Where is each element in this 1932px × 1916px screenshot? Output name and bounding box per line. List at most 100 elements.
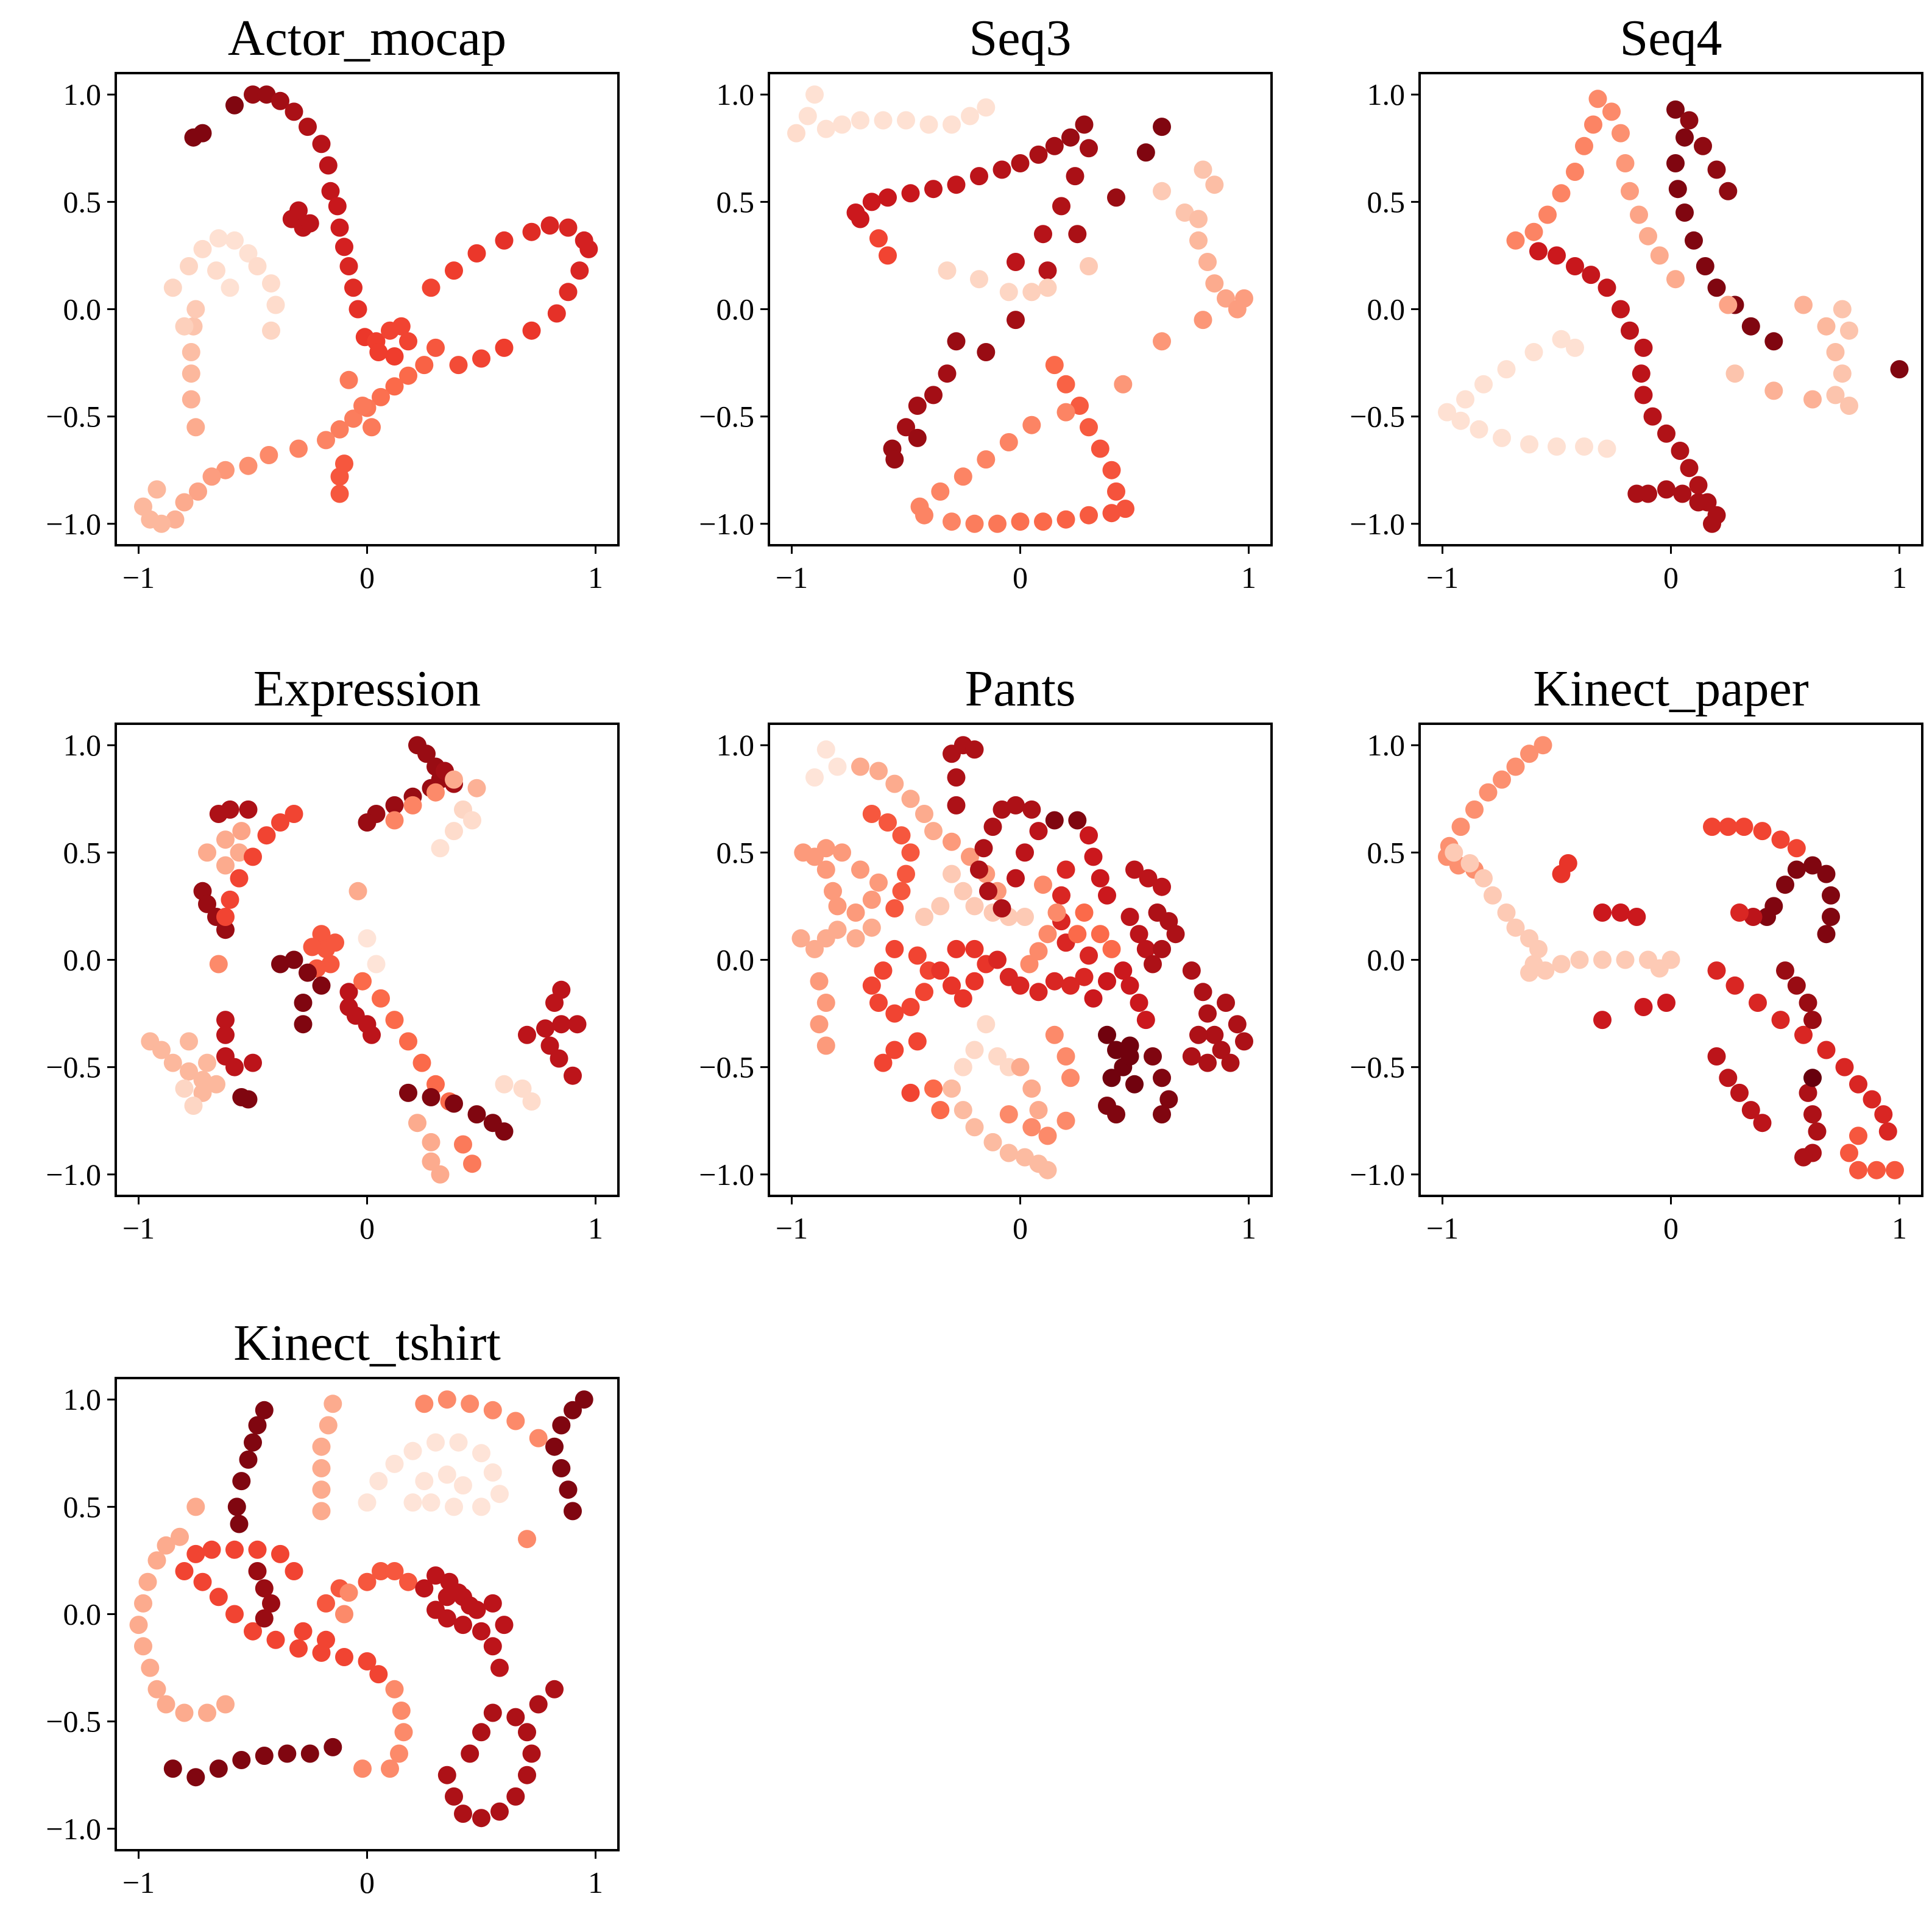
scatter-point <box>1484 886 1502 905</box>
scatter-point <box>319 156 338 175</box>
scatter-point <box>257 85 276 104</box>
scatter-point <box>1593 950 1612 969</box>
scatter-point <box>961 847 979 866</box>
scatter-point <box>1493 770 1511 789</box>
y-tick-label: 0.0 <box>717 943 755 977</box>
scatter-point <box>810 972 829 991</box>
scatter-point <box>1080 139 1098 158</box>
scatter-point <box>207 1075 225 1094</box>
scatter-point <box>385 1454 404 1473</box>
scatter-point <box>248 1416 267 1435</box>
scatter-point <box>193 124 212 143</box>
scatter-point <box>262 1594 280 1613</box>
scatter-point <box>1753 1114 1772 1133</box>
scatter-point <box>300 1744 319 1763</box>
scatter-point <box>184 1097 203 1115</box>
scatter-point <box>449 1433 468 1452</box>
scatter-point <box>1703 514 1721 533</box>
scatter-point <box>1136 1011 1155 1030</box>
scatter-point <box>422 1152 441 1171</box>
scatter-point <box>495 1616 514 1635</box>
scatter-point <box>157 1695 175 1714</box>
scatter-point <box>1068 925 1087 944</box>
scatter-point <box>317 1630 335 1649</box>
scatter-point <box>938 364 957 383</box>
scatter-point <box>1764 381 1783 400</box>
scatter-point <box>559 283 578 302</box>
scatter-point <box>874 1053 893 1072</box>
scatter-point <box>1634 338 1653 357</box>
x-tick-label: 0 <box>1013 1211 1028 1245</box>
scatter-point <box>943 1079 961 1098</box>
scatter-point <box>358 929 377 948</box>
scatter-point <box>810 1015 829 1034</box>
scatter-point <box>879 246 897 265</box>
scatter-point <box>1849 1126 1867 1145</box>
scatter-point <box>1725 364 1744 383</box>
scatter-point <box>271 91 289 110</box>
scatter-point <box>392 1702 411 1720</box>
scatter-point <box>1451 411 1470 430</box>
scatter-point <box>1529 242 1548 261</box>
scatter-point <box>1794 295 1813 314</box>
scatter-point <box>1612 300 1630 319</box>
scatter-point <box>919 115 938 134</box>
subplot-4: Pants −1 0 1 1.0 0.5 0.0 −0.5 −1.0 <box>699 660 1273 1245</box>
scatter-point <box>915 908 933 926</box>
scatter-point <box>1680 111 1699 130</box>
x-tick-label: −1 <box>1426 560 1459 595</box>
scatter-point <box>239 800 258 819</box>
scatter-point <box>988 1047 1007 1066</box>
scatter-point <box>266 1630 285 1649</box>
scatter-point <box>979 882 997 900</box>
scatter-point <box>1460 854 1479 872</box>
subplot-5: Kinect_paper −1 0 1 1.0 0.5 0.0 −0.5 −1.0 <box>1350 660 1923 1245</box>
scatter-point <box>198 843 216 862</box>
scatter-point <box>1098 1025 1116 1044</box>
scatter-point <box>1045 136 1064 155</box>
scatter-point <box>175 1562 194 1580</box>
scatter-point <box>449 1583 468 1602</box>
scatter-point <box>1130 925 1148 944</box>
scatter-point <box>230 1515 249 1533</box>
scatter-point <box>1153 939 1171 958</box>
scatter-point <box>312 976 331 995</box>
scatter-point <box>931 897 950 916</box>
x-tick-label: 0 <box>359 1865 375 1900</box>
scatter-point <box>1084 847 1103 866</box>
scatter-point <box>1593 903 1612 922</box>
scatter-point <box>1052 197 1070 216</box>
scatter-point <box>198 1703 216 1722</box>
scatter-point <box>372 989 390 1008</box>
scatter-point <box>1102 461 1121 479</box>
scatter-point <box>202 467 221 486</box>
scatter-point <box>879 813 897 832</box>
y-tick-label: 1.0 <box>1367 77 1406 111</box>
scatter-point <box>1570 950 1589 969</box>
scatter-point <box>851 860 869 879</box>
scatter-point <box>426 1566 445 1585</box>
scatter-point <box>1666 100 1685 119</box>
scatter-point <box>312 1480 331 1499</box>
scatter-point <box>1741 317 1760 336</box>
scatter-point <box>977 450 996 469</box>
axes-frame <box>768 72 1273 546</box>
scatter-point <box>1098 972 1116 991</box>
scatter-point <box>431 1165 450 1184</box>
scatter-points <box>1438 736 1904 1179</box>
scatter-point <box>1506 231 1525 250</box>
scatter-point <box>931 1101 950 1120</box>
scatter-point <box>970 860 988 879</box>
scatter-point <box>552 1459 571 1477</box>
scatter-point <box>202 1540 221 1559</box>
scatter-point <box>1066 167 1085 186</box>
scatter-point <box>1235 289 1253 308</box>
scatter-point <box>147 480 166 499</box>
scatter-point <box>1548 246 1566 265</box>
scatter-point <box>445 1497 463 1516</box>
scatter-point <box>289 1639 308 1658</box>
scatter-point <box>394 1723 413 1742</box>
scatter-point <box>1621 321 1639 340</box>
scatter-point <box>426 338 445 357</box>
scatter-point <box>1114 375 1133 394</box>
